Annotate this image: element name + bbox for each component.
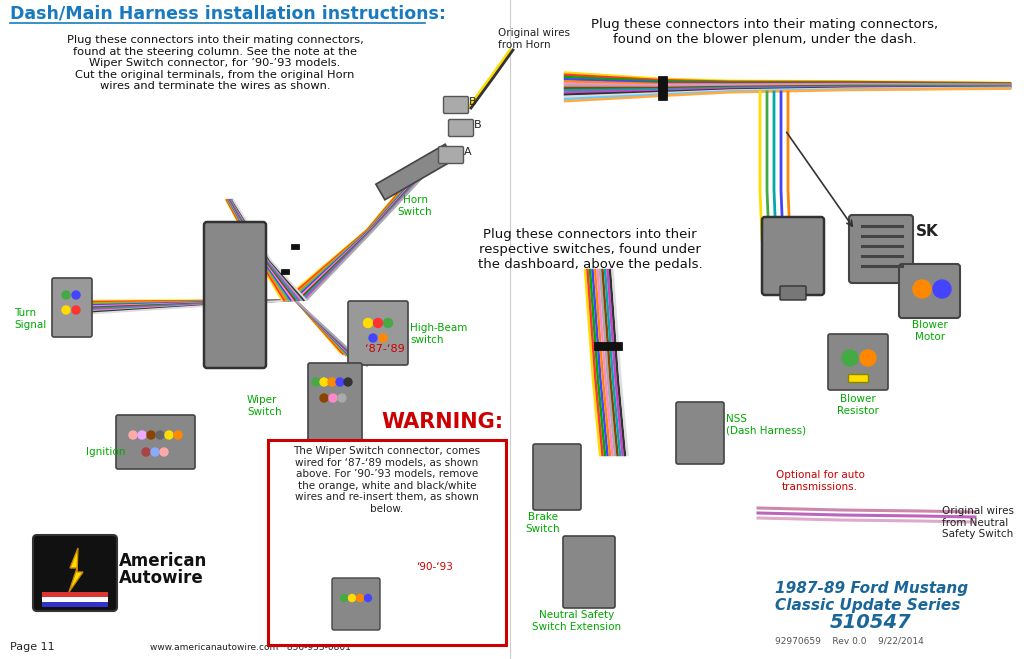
Bar — [291, 244, 299, 249]
Text: Blower
Resistor: Blower Resistor — [837, 394, 879, 416]
Circle shape — [138, 431, 146, 439]
Circle shape — [156, 431, 164, 439]
Text: Optional for auto
transmissions.: Optional for auto transmissions. — [775, 471, 864, 492]
Bar — [42, 602, 108, 607]
Bar — [42, 592, 108, 597]
Text: 510547: 510547 — [830, 613, 911, 632]
Text: Autowire: Autowire — [119, 569, 204, 587]
Circle shape — [356, 594, 364, 602]
Text: B: B — [474, 120, 481, 130]
Text: Turn
Signal: Turn Signal — [14, 308, 46, 330]
FancyBboxPatch shape — [762, 217, 824, 295]
Bar — [658, 76, 667, 100]
Text: WARNING:: WARNING: — [381, 412, 503, 432]
FancyBboxPatch shape — [676, 402, 724, 464]
Circle shape — [174, 431, 182, 439]
Circle shape — [364, 318, 373, 328]
Text: Horn
Switch: Horn Switch — [397, 195, 432, 217]
Circle shape — [72, 306, 80, 314]
FancyBboxPatch shape — [563, 536, 615, 608]
Circle shape — [319, 378, 328, 386]
Circle shape — [329, 394, 337, 402]
Text: High-Beam
switch: High-Beam switch — [410, 323, 467, 345]
Text: Ignition: Ignition — [86, 447, 125, 457]
Circle shape — [336, 378, 344, 386]
Circle shape — [328, 378, 336, 386]
FancyBboxPatch shape — [828, 334, 888, 390]
Text: NSS
(Dash Harness): NSS (Dash Harness) — [726, 414, 806, 436]
Circle shape — [151, 448, 159, 456]
FancyBboxPatch shape — [449, 119, 473, 136]
FancyBboxPatch shape — [204, 222, 266, 368]
Circle shape — [62, 306, 70, 314]
Circle shape — [913, 280, 931, 298]
Text: ‘87-‘89: ‘87-‘89 — [365, 344, 404, 354]
Circle shape — [147, 431, 155, 439]
Text: Plug these connectors into their mating connectors,
found on the blower plenum, : Plug these connectors into their mating … — [592, 18, 939, 46]
Circle shape — [344, 378, 352, 386]
Bar — [594, 342, 622, 350]
Circle shape — [374, 318, 383, 328]
FancyBboxPatch shape — [308, 363, 362, 442]
Text: Brake
Switch: Brake Switch — [525, 512, 560, 534]
Text: Original wires
from Horn: Original wires from Horn — [498, 28, 570, 49]
Circle shape — [319, 394, 328, 402]
Circle shape — [860, 350, 876, 366]
FancyBboxPatch shape — [899, 264, 961, 318]
Circle shape — [369, 334, 377, 342]
FancyBboxPatch shape — [849, 215, 913, 283]
Text: Classic Update Series: Classic Update Series — [775, 598, 961, 613]
Circle shape — [165, 431, 173, 439]
Circle shape — [338, 394, 346, 402]
Text: SK: SK — [916, 224, 939, 239]
Circle shape — [933, 280, 951, 298]
Bar — [268, 440, 506, 645]
Bar — [42, 597, 108, 602]
Text: 92970659    Rev 0.0    9/22/2014: 92970659 Rev 0.0 9/22/2014 — [775, 637, 924, 646]
Text: www.americanautowire.com   856-933-0801: www.americanautowire.com 856-933-0801 — [150, 643, 351, 652]
Circle shape — [72, 291, 80, 299]
Text: Plug these connectors into their
respective switches, found under
the dashboard,: Plug these connectors into their respect… — [477, 228, 702, 271]
Polygon shape — [376, 144, 454, 200]
Bar — [848, 374, 868, 382]
Circle shape — [842, 350, 858, 366]
Circle shape — [142, 448, 150, 456]
Text: Wiper
Switch: Wiper Switch — [247, 395, 282, 416]
FancyBboxPatch shape — [443, 96, 469, 113]
Text: 1987-89 Ford Mustang: 1987-89 Ford Mustang — [775, 581, 968, 596]
FancyBboxPatch shape — [534, 444, 581, 510]
FancyBboxPatch shape — [780, 286, 806, 300]
FancyBboxPatch shape — [332, 578, 380, 630]
Text: The Wiper Switch connector, comes
wired for ‘87-‘89 models, as shown
above. For : The Wiper Switch connector, comes wired … — [294, 446, 480, 514]
Circle shape — [379, 334, 387, 342]
Polygon shape — [69, 548, 83, 592]
Text: American: American — [119, 552, 207, 570]
Circle shape — [62, 291, 70, 299]
Text: Plug these connectors into their mating connectors,
found at the steering column: Plug these connectors into their mating … — [67, 35, 364, 92]
Text: Blower
Motor: Blower Motor — [912, 320, 948, 341]
Bar — [281, 269, 289, 274]
FancyBboxPatch shape — [348, 301, 408, 365]
Text: ‘90-‘93: ‘90-‘93 — [416, 562, 453, 572]
Circle shape — [129, 431, 137, 439]
Text: Page 11: Page 11 — [10, 642, 54, 652]
Circle shape — [160, 448, 168, 456]
Text: A: A — [464, 147, 472, 157]
Text: B: B — [469, 97, 476, 107]
FancyBboxPatch shape — [438, 146, 464, 163]
FancyBboxPatch shape — [116, 415, 195, 469]
Circle shape — [312, 378, 319, 386]
Circle shape — [384, 318, 392, 328]
Circle shape — [365, 594, 372, 602]
Text: Original wires
from Neutral
Safety Switch: Original wires from Neutral Safety Switc… — [942, 506, 1014, 539]
Text: Neutral Safety
Switch Extension: Neutral Safety Switch Extension — [532, 610, 622, 631]
Text: Dash/Main Harness installation instructions:: Dash/Main Harness installation instructi… — [10, 4, 446, 22]
FancyBboxPatch shape — [52, 278, 92, 337]
FancyBboxPatch shape — [33, 535, 117, 611]
Circle shape — [348, 594, 355, 602]
Circle shape — [341, 594, 347, 602]
